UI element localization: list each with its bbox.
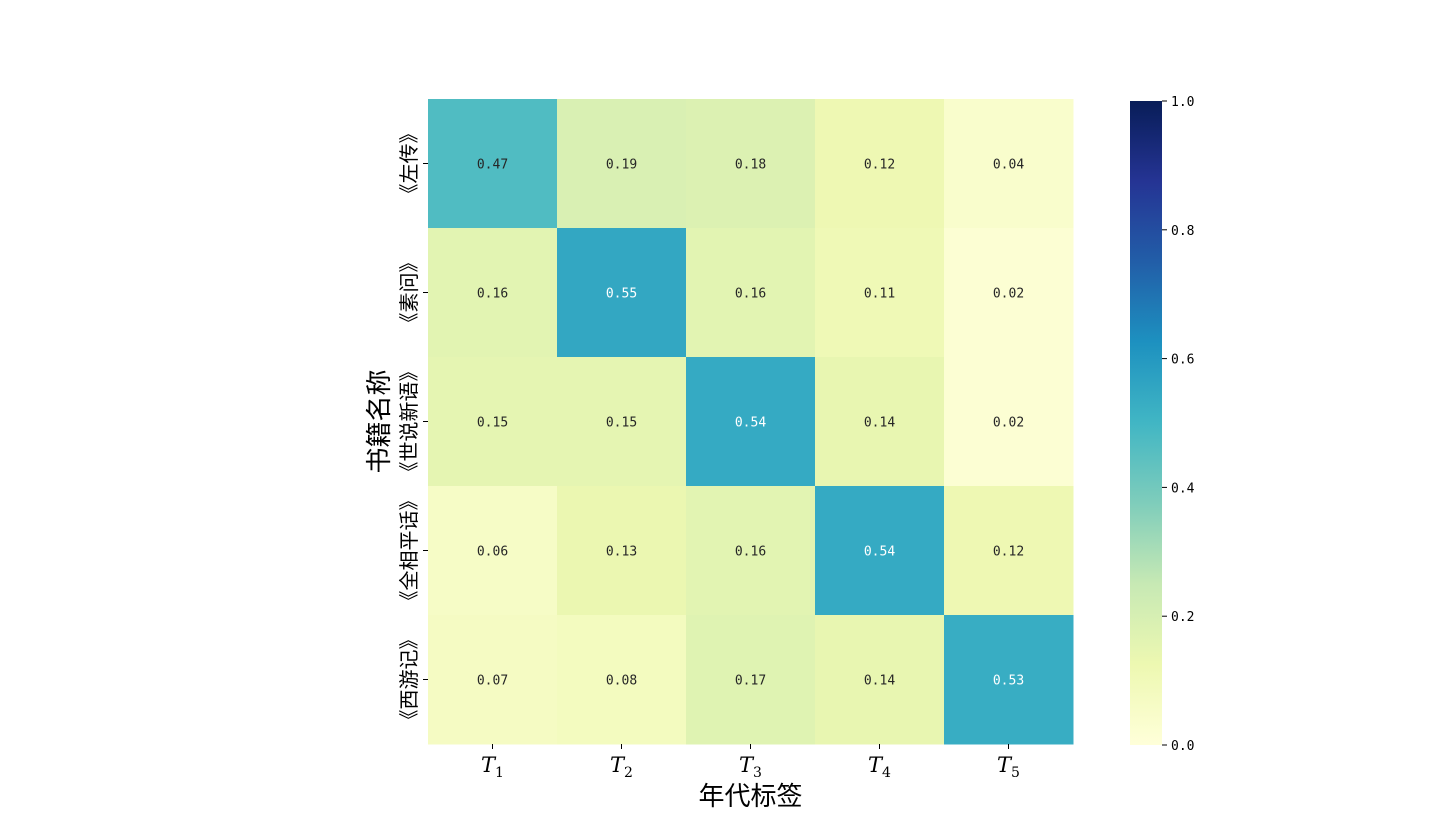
- colorbar-tick-label: 0.4: [1171, 481, 1195, 496]
- colorbar-tick-label: 0.0: [1171, 739, 1194, 754]
- heatmap-cell: [686, 228, 816, 358]
- x-tick-label: T4: [868, 753, 891, 781]
- cell-value-label: 0.06: [477, 545, 508, 560]
- cell-value-label: 0.47: [477, 158, 508, 173]
- y-tick-label: 《左传》: [397, 124, 421, 204]
- x-axis-title: 年代标签: [698, 782, 802, 812]
- colorbar: 0.0 0.2 0.4 0.6 0.8 1.0: [1130, 95, 1195, 754]
- cell-value-label: 0.14: [864, 674, 895, 689]
- heatmap-cell: [944, 228, 1074, 358]
- cell-value-label: 0.14: [864, 416, 895, 431]
- cell-value-label: 0.16: [735, 287, 766, 302]
- y-axis-title: 书籍名称: [365, 369, 395, 473]
- colorbar-tick-label: 1.0: [1171, 95, 1194, 110]
- heatmap-cell: [944, 486, 1074, 616]
- cell-value-label: 0.19: [606, 158, 637, 173]
- x-axis-ticks: T1 T2 T3 T4 T5: [481, 744, 1020, 781]
- heatmap-cell: [428, 486, 558, 616]
- heatmap-cell: [686, 615, 816, 745]
- cell-value-label: 0.54: [864, 545, 895, 560]
- cell-value-label: 0.08: [606, 674, 637, 689]
- heatmap-cell: [428, 357, 558, 487]
- x-tick-label: T3: [739, 753, 762, 781]
- y-axis-ticks: 《左传》《素问》《世说新语》《全相平话》《西游记》: [397, 124, 428, 730]
- x-tick-label: T1: [481, 753, 504, 781]
- cell-value-label: 0.55: [606, 287, 637, 302]
- cell-value-label: 0.07: [477, 674, 508, 689]
- heatmap-cell: [686, 99, 816, 229]
- cell-value-label: 0.16: [735, 545, 766, 560]
- cell-value-label: 0.18: [735, 158, 766, 173]
- heatmap-cell: [686, 357, 816, 487]
- y-tick-label: 《素问》: [397, 253, 421, 333]
- colorbar-tick-label: 0.2: [1171, 610, 1194, 625]
- colorbar-gradient: [1130, 101, 1162, 745]
- heatmap-cell: [428, 228, 558, 358]
- heatmap-cell: [815, 486, 945, 616]
- heatmap-cell: [428, 615, 558, 745]
- colorbar-tick-label: 0.8: [1171, 224, 1194, 239]
- x-tick-label: T5: [997, 753, 1020, 781]
- colorbar-tick-label: 0.6: [1171, 353, 1194, 368]
- heatmap-cell: [686, 486, 816, 616]
- y-tick-label: 《全相平话》: [397, 491, 421, 611]
- heatmap-cell: [944, 99, 1074, 229]
- cell-value-label: 0.02: [993, 416, 1024, 431]
- heatmap-cell: [428, 99, 558, 229]
- cell-value-label: 0.04: [993, 158, 1024, 173]
- heatmap-cell: [557, 228, 687, 358]
- heatmap-cell: [557, 357, 687, 487]
- cell-value-label: 0.13: [606, 545, 637, 560]
- y-tick-label: 《世说新语》: [397, 362, 421, 482]
- heatmap-cell: [944, 357, 1074, 487]
- cell-value-label: 0.11: [864, 287, 895, 302]
- cell-value-label: 0.17: [735, 674, 766, 689]
- cell-value-label: 0.54: [735, 416, 766, 431]
- heatmap-cell: [557, 99, 687, 229]
- heatmap-cell: [557, 486, 687, 616]
- y-tick-label: 《西游记》: [397, 630, 421, 730]
- heatmap-cell: [815, 228, 945, 358]
- cell-value-label: 0.12: [864, 158, 895, 173]
- cell-value-label: 0.12: [993, 545, 1024, 560]
- heatmap-cell: [815, 357, 945, 487]
- cell-value-label: 0.15: [477, 416, 508, 431]
- cell-value-label: 0.02: [993, 287, 1024, 302]
- cell-value-label: 0.53: [993, 674, 1024, 689]
- x-tick-label: T2: [610, 753, 633, 781]
- heatmap-cell: [557, 615, 687, 745]
- heatmap-cells: 0.47 0.19 0.18 0.12 0.04 0.16 0.55 0.16 0.11 0.02…: [428, 99, 1074, 745]
- cell-value-label: 0.16: [477, 287, 508, 302]
- heatmap-cell: [944, 615, 1074, 745]
- heatmap-cell: [815, 99, 945, 229]
- heatmap-cell: [815, 615, 945, 745]
- cell-value-label: 0.15: [606, 416, 637, 431]
